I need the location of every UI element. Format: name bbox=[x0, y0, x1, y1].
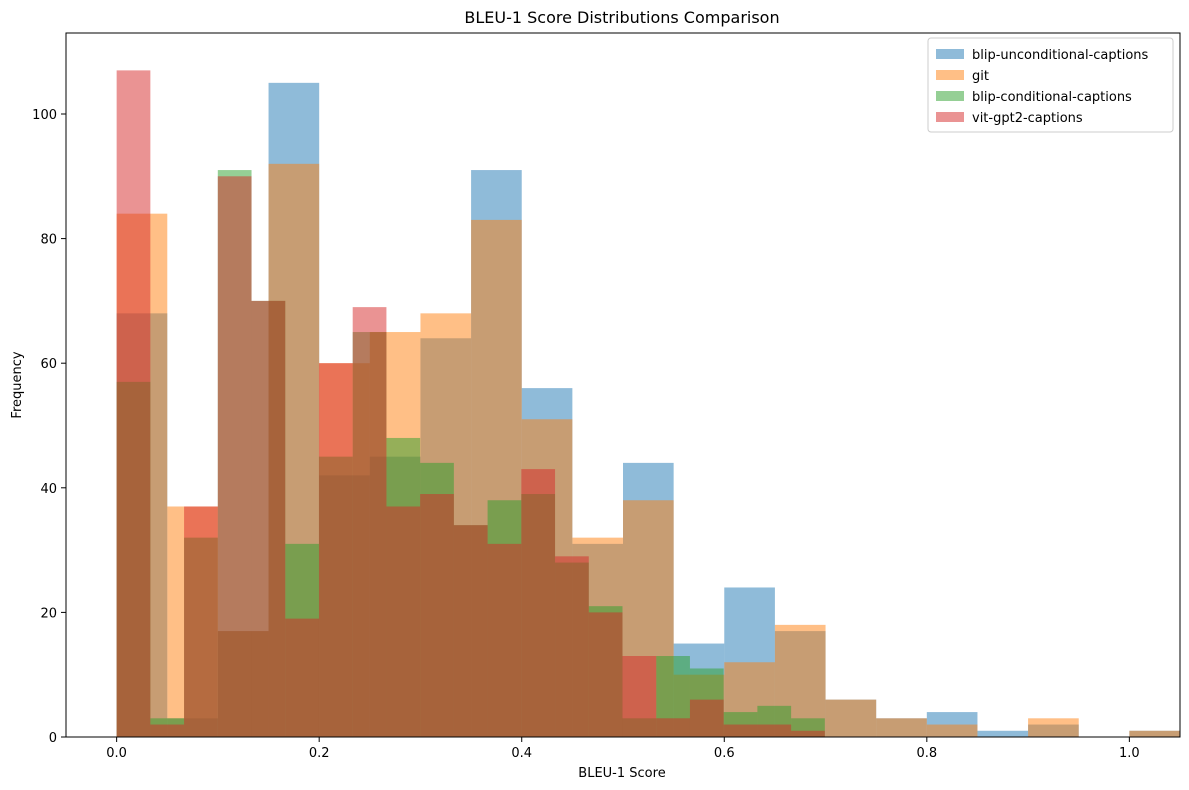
y-tick-label: 60 bbox=[40, 357, 57, 372]
histogram-bar bbox=[588, 612, 623, 737]
y-tick-label: 20 bbox=[40, 606, 57, 621]
legend-label: git bbox=[972, 69, 989, 84]
histogram-bar bbox=[487, 543, 522, 737]
y-tick-label: 80 bbox=[40, 233, 57, 248]
histogram-bar bbox=[723, 724, 758, 737]
legend-swatch bbox=[936, 112, 964, 122]
legend: blip-unconditional-captions git blip-condi… bbox=[927, 37, 1174, 133]
histogram-bar bbox=[521, 469, 556, 737]
x-tick-label: 0.8 bbox=[916, 746, 937, 761]
legend-swatch bbox=[936, 70, 964, 80]
legend-label: vit-gpt2-captions bbox=[972, 111, 1083, 126]
legend-label: blip-unconditional-captions bbox=[972, 48, 1149, 63]
x-tick-label: 0.2 bbox=[309, 746, 330, 761]
x-tick-label: 0.6 bbox=[714, 746, 735, 761]
y-tick-label: 0 bbox=[49, 731, 57, 746]
x-tick-label: 0.4 bbox=[511, 746, 532, 761]
histogram-bar bbox=[1028, 718, 1079, 737]
histogram-bar bbox=[116, 70, 151, 737]
legend-label: blip-conditional-captions bbox=[972, 90, 1132, 105]
histogram-bar bbox=[689, 699, 724, 737]
x-axis: 0.0 0.2 0.4 0.6 0.8 1.0 bbox=[106, 737, 1140, 761]
plot-frame bbox=[65, 32, 1181, 738]
histogram-bar bbox=[352, 307, 387, 737]
histogram-bar bbox=[977, 730, 1029, 737]
histogram-bar bbox=[791, 730, 825, 737]
chart-title: BLEU-1 Score Distributions Comparison bbox=[464, 8, 779, 27]
legend-swatch bbox=[936, 49, 964, 59]
histogram-bar bbox=[184, 506, 218, 737]
x-axis-label: BLEU-1 Score bbox=[578, 766, 665, 781]
histogram-bar bbox=[386, 506, 421, 737]
x-tick-label: 0.0 bbox=[106, 746, 127, 761]
legend-swatch bbox=[936, 91, 964, 101]
bars-layer bbox=[116, 70, 1180, 738]
series-3 bbox=[116, 70, 825, 738]
histogram-bar bbox=[876, 718, 927, 737]
histogram-bar bbox=[926, 724, 978, 737]
histogram-bar bbox=[453, 525, 488, 737]
histogram-bar bbox=[656, 718, 690, 737]
y-tick-label: 40 bbox=[40, 482, 57, 497]
y-tick-label: 100 bbox=[32, 108, 57, 123]
histogram-bar bbox=[555, 556, 589, 737]
histogram-bar bbox=[757, 724, 792, 737]
y-axis: 0 20 40 60 80 100 bbox=[32, 108, 66, 746]
histogram-bar bbox=[825, 699, 877, 737]
histogram-bar bbox=[217, 176, 252, 738]
histogram-bar bbox=[622, 656, 657, 737]
histogram-bar bbox=[420, 494, 454, 737]
histogram-bar bbox=[285, 618, 319, 737]
histogram-bar bbox=[318, 363, 353, 737]
legend-box bbox=[927, 37, 1174, 133]
x-tick-label: 1.0 bbox=[1119, 746, 1140, 761]
histogram-bar bbox=[251, 300, 286, 737]
histogram-bar bbox=[150, 724, 185, 737]
histogram-bar bbox=[1129, 730, 1180, 737]
y-axis-label: Frequency bbox=[10, 351, 25, 418]
